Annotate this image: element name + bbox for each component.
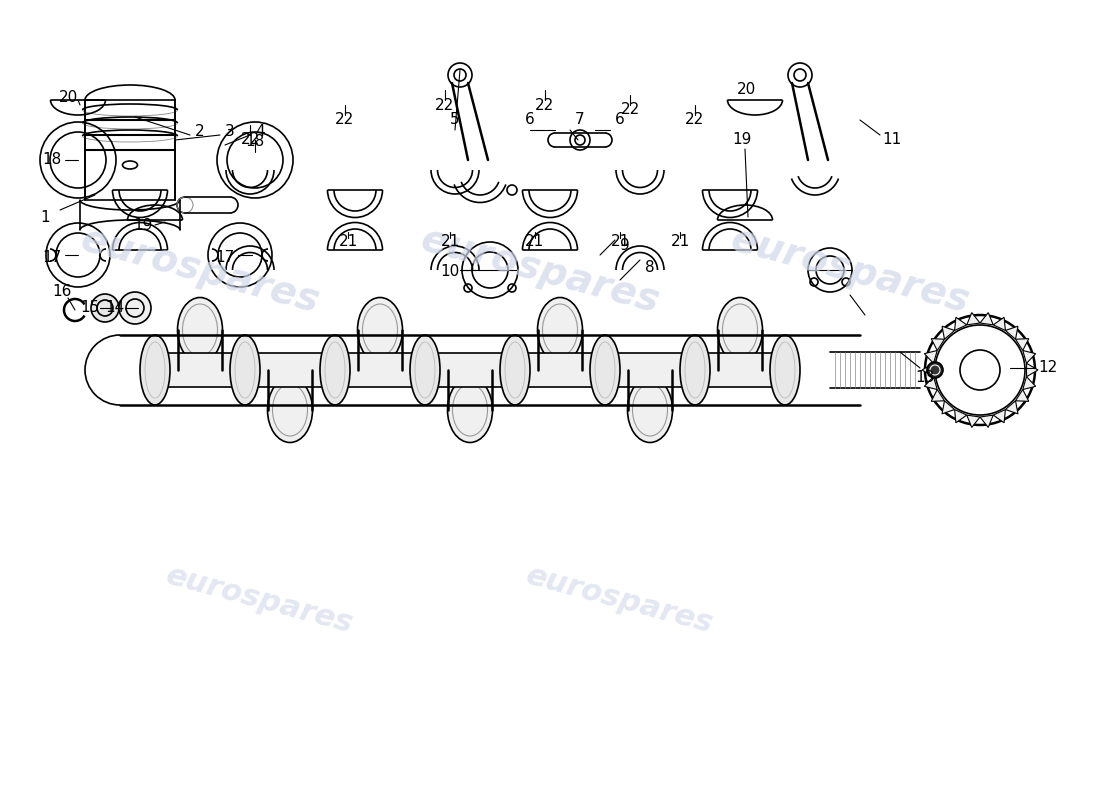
Polygon shape: [942, 326, 955, 339]
Polygon shape: [967, 313, 980, 325]
Polygon shape: [942, 401, 955, 414]
FancyBboxPatch shape: [522, 353, 597, 387]
Text: 4: 4: [255, 125, 265, 139]
Polygon shape: [932, 390, 945, 402]
FancyBboxPatch shape: [433, 353, 507, 387]
Text: 19: 19: [733, 133, 751, 147]
Polygon shape: [924, 377, 937, 390]
Polygon shape: [1005, 401, 1018, 414]
Text: 22: 22: [436, 98, 454, 113]
Polygon shape: [955, 410, 967, 422]
Text: 12: 12: [1038, 361, 1057, 375]
Ellipse shape: [230, 335, 260, 405]
Polygon shape: [1023, 350, 1036, 363]
Circle shape: [91, 294, 119, 322]
Text: 14: 14: [106, 301, 124, 315]
FancyBboxPatch shape: [163, 353, 236, 387]
Ellipse shape: [627, 378, 672, 442]
Ellipse shape: [680, 335, 710, 405]
Circle shape: [927, 362, 943, 378]
Text: 21: 21: [610, 234, 629, 250]
Text: 5: 5: [450, 113, 460, 127]
Ellipse shape: [448, 378, 493, 442]
Text: 22: 22: [241, 133, 260, 147]
Polygon shape: [1026, 363, 1038, 377]
Text: 21: 21: [339, 234, 358, 250]
Text: eurospares: eurospares: [163, 561, 356, 639]
Text: 18: 18: [245, 134, 265, 150]
Polygon shape: [922, 363, 934, 377]
Ellipse shape: [140, 335, 170, 405]
Text: 13: 13: [915, 370, 935, 386]
Text: eurospares: eurospares: [726, 220, 974, 320]
Polygon shape: [1015, 338, 1028, 350]
Text: 19: 19: [133, 218, 153, 233]
Ellipse shape: [538, 298, 583, 362]
Text: 1: 1: [41, 210, 50, 225]
Ellipse shape: [590, 335, 620, 405]
Polygon shape: [1023, 377, 1036, 390]
Ellipse shape: [410, 335, 440, 405]
Polygon shape: [955, 318, 967, 330]
Text: 17: 17: [216, 250, 234, 266]
Polygon shape: [980, 415, 993, 427]
Text: 9: 9: [620, 238, 630, 253]
Text: eurospares: eurospares: [76, 220, 323, 320]
Text: 16: 16: [53, 285, 72, 299]
Polygon shape: [1015, 390, 1028, 402]
Polygon shape: [993, 410, 1005, 422]
Text: 22: 22: [536, 98, 554, 113]
Text: 21: 21: [526, 234, 544, 250]
Text: 22: 22: [620, 102, 639, 118]
Polygon shape: [967, 415, 980, 427]
Text: 21: 21: [670, 234, 690, 250]
Text: 2: 2: [195, 125, 205, 139]
Text: 10: 10: [440, 265, 460, 279]
Ellipse shape: [500, 335, 530, 405]
Text: 6: 6: [525, 113, 535, 127]
Text: 3: 3: [226, 125, 235, 139]
Text: 11: 11: [882, 133, 902, 147]
Polygon shape: [993, 318, 1005, 330]
Text: 17: 17: [43, 250, 62, 266]
Text: 22: 22: [336, 113, 354, 127]
Text: 20: 20: [58, 90, 78, 105]
Text: 8: 8: [646, 259, 654, 274]
Ellipse shape: [717, 298, 762, 362]
Text: 15: 15: [80, 301, 100, 315]
Text: 6: 6: [615, 113, 625, 127]
Text: 21: 21: [440, 234, 460, 250]
Text: 18: 18: [43, 153, 62, 167]
Polygon shape: [980, 313, 993, 325]
Text: 7: 7: [575, 113, 585, 127]
Polygon shape: [932, 338, 945, 350]
Text: 20: 20: [737, 82, 757, 98]
Ellipse shape: [320, 335, 350, 405]
FancyBboxPatch shape: [253, 353, 327, 387]
FancyBboxPatch shape: [703, 353, 777, 387]
FancyBboxPatch shape: [343, 353, 417, 387]
Ellipse shape: [267, 378, 312, 442]
Polygon shape: [1005, 326, 1018, 339]
Text: eurospares: eurospares: [524, 561, 717, 639]
Text: eurospares: eurospares: [417, 220, 663, 320]
FancyBboxPatch shape: [613, 353, 688, 387]
Text: 22: 22: [685, 113, 705, 127]
Ellipse shape: [358, 298, 403, 362]
Circle shape: [119, 292, 151, 324]
Polygon shape: [924, 350, 937, 363]
Ellipse shape: [177, 298, 222, 362]
Ellipse shape: [770, 335, 800, 405]
Circle shape: [930, 365, 940, 375]
